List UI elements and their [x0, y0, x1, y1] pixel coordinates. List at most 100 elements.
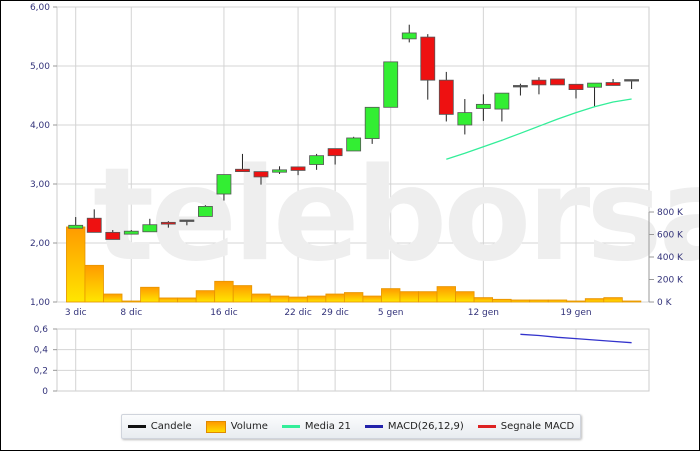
grid	[56, 6, 650, 392]
legend-label: Candele	[150, 421, 192, 432]
candle-body	[290, 166, 306, 171]
candle	[68, 217, 84, 229]
candle-body	[383, 61, 399, 108]
candle-body	[346, 137, 362, 152]
candle-body	[568, 83, 584, 91]
candle-body	[198, 206, 213, 217]
macd-line	[520, 333, 632, 344]
volume-bar	[177, 297, 197, 303]
candle-body	[235, 168, 250, 173]
legend-item[interactable]: Candele	[127, 421, 192, 432]
price-tick-label: 3,00	[30, 180, 50, 190]
candle	[587, 82, 602, 107]
volume-bar	[584, 298, 605, 303]
candle	[494, 92, 510, 122]
legend-swatch	[127, 425, 146, 428]
candle	[438, 71, 454, 122]
date-tick-label: 16 dic	[210, 308, 238, 318]
macd-tick-label: 0,2	[34, 366, 48, 376]
candle	[383, 61, 399, 108]
candle-body	[587, 82, 602, 88]
date-tick-label: 22 dic	[284, 308, 312, 318]
volume-bar	[418, 291, 438, 303]
candle-body	[86, 217, 102, 233]
price-tick-label: 4,00	[30, 121, 50, 131]
date-tick-label: 29 dic	[321, 308, 349, 318]
candle-body	[142, 224, 158, 233]
legend-item[interactable]: MACD(26,12,9)	[364, 421, 464, 432]
volume-bar	[140, 286, 160, 303]
macd-tick-label: 0,6	[34, 325, 49, 335]
legend-item[interactable]: Media 21	[281, 421, 351, 432]
candle	[457, 99, 473, 135]
candle	[272, 166, 287, 174]
legend-swatch	[205, 420, 226, 433]
macd-tick-label: 0,4	[34, 346, 49, 356]
volume-bar	[566, 300, 586, 303]
teleborsa-watermark: teleborsa	[93, 141, 699, 290]
candle	[605, 78, 621, 86]
candle	[198, 205, 213, 217]
price-tick-label: 6,00	[30, 3, 50, 13]
candle-body	[327, 148, 343, 157]
volume-tick-label: 600 K	[657, 231, 684, 241]
volume-bar	[473, 297, 494, 303]
candle	[531, 77, 547, 95]
candle	[550, 78, 565, 86]
macd-tick-label: 0	[42, 387, 48, 397]
legend-swatch	[364, 425, 383, 428]
volume-tick-label: 200 K	[657, 276, 684, 286]
candle	[86, 209, 102, 233]
candle	[420, 34, 436, 100]
volume-tick-label: 400 K	[657, 253, 684, 263]
candle-body	[438, 79, 454, 115]
candle	[309, 153, 324, 170]
legend-label: Segnale MACD	[500, 421, 575, 432]
candle-body	[420, 36, 436, 81]
candle	[142, 218, 158, 233]
volume-bar	[103, 293, 123, 303]
candle	[346, 136, 362, 152]
candle	[568, 83, 584, 99]
candle	[216, 174, 232, 201]
indicator-lines	[446, 98, 632, 344]
legend-label: Volume	[230, 421, 268, 432]
candle-body	[624, 79, 639, 82]
candle-body	[475, 103, 491, 109]
legend: Candele Volume Media 21 MACD(26,12,9) Segnal…	[121, 414, 581, 439]
date-tick-label: 8 dic	[120, 308, 142, 318]
candle-body	[401, 32, 417, 40]
candle	[160, 221, 176, 228]
volume-bar	[306, 295, 327, 303]
volume-bar	[492, 298, 512, 303]
candle-body	[309, 155, 324, 165]
candles	[68, 24, 639, 240]
candle-body	[531, 79, 547, 86]
volume-bar	[362, 295, 382, 303]
price-tick-label: 1,00	[30, 298, 50, 308]
date-tick-label: 5 gen	[378, 308, 404, 318]
volume-bar	[214, 280, 234, 303]
candle	[179, 219, 195, 226]
legend-swatch	[281, 425, 300, 428]
volume-bar	[381, 288, 401, 303]
date-tick-label: 19 gen	[560, 308, 591, 318]
volume-bar	[232, 285, 253, 303]
volume-bar	[121, 300, 141, 303]
legend-item[interactable]: Volume	[205, 420, 268, 433]
volume-bars	[66, 226, 642, 303]
candle	[475, 94, 491, 121]
candle-body	[179, 219, 195, 222]
candle	[290, 166, 306, 176]
candle-body	[494, 92, 510, 110]
date-tick-label: 12 gen	[468, 308, 499, 318]
candle	[327, 148, 343, 165]
legend-item[interactable]: Segnale MACD	[477, 421, 575, 432]
candle-body	[253, 171, 269, 178]
media21-line	[446, 98, 632, 160]
candle-body	[272, 169, 287, 173]
candle	[105, 230, 121, 240]
volume-bar	[399, 291, 419, 303]
